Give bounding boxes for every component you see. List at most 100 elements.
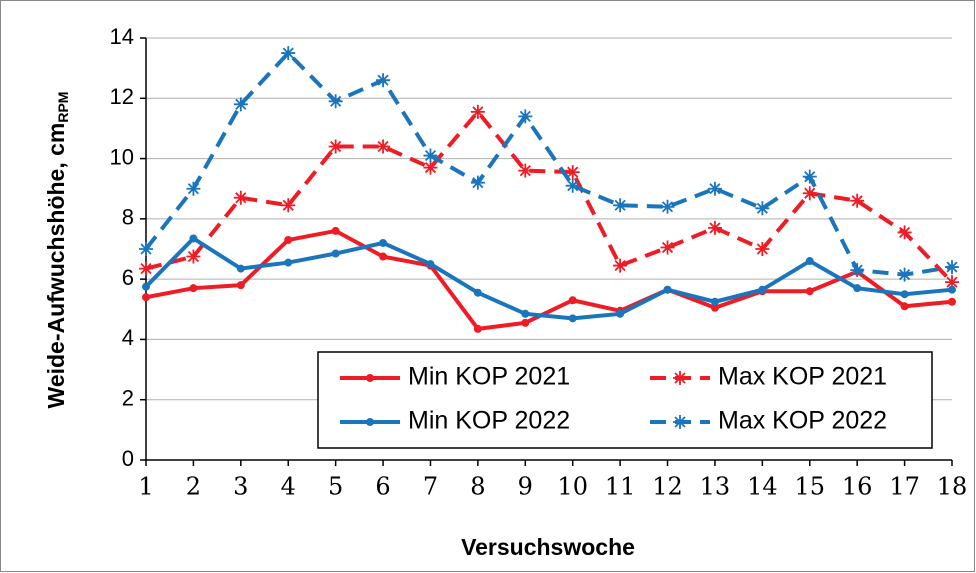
x-tick-label: 4 <box>281 473 296 501</box>
x-tick-label: 15 <box>794 473 825 501</box>
x-tick-label: 8 <box>470 473 485 501</box>
y-tick-label: 14 <box>110 24 134 49</box>
series-line <box>144 235 953 321</box>
marker <box>755 201 770 216</box>
marker <box>565 178 580 193</box>
legend-label: Min KOP 2021 <box>408 363 570 391</box>
marker <box>426 260 435 269</box>
marker <box>707 181 722 196</box>
legend-label: Min KOP 2022 <box>408 407 570 435</box>
marker <box>805 287 814 296</box>
marker <box>850 193 865 208</box>
marker <box>142 293 150 302</box>
marker <box>236 264 245 273</box>
x-tick-label: 5 <box>328 473 343 501</box>
marker <box>379 252 388 261</box>
marker <box>897 225 912 240</box>
y-axis-title-sub: RPM <box>55 92 71 123</box>
series-line <box>144 50 953 277</box>
marker <box>379 238 388 247</box>
legend-box <box>317 351 933 449</box>
marker <box>945 275 959 290</box>
x-tick-label: 16 <box>842 473 873 501</box>
marker <box>473 288 482 297</box>
marker <box>802 186 817 201</box>
marker <box>142 282 150 291</box>
marker <box>284 258 293 267</box>
marker <box>186 181 201 196</box>
marker <box>613 198 628 213</box>
marker <box>660 199 675 214</box>
x-tick-label: 3 <box>233 473 248 501</box>
marker <box>376 73 391 88</box>
x-tick-label: 7 <box>423 473 438 501</box>
marker <box>758 285 767 294</box>
marker <box>518 163 533 178</box>
marker <box>948 297 956 306</box>
marker <box>518 109 533 124</box>
y-axis-title: Weide-Aufwuchshöhe, cmRPM <box>43 92 71 409</box>
marker <box>802 169 817 184</box>
y-axis-title-main: Weide-Aufwuchshöhe, cm <box>43 123 69 409</box>
marker <box>663 285 672 294</box>
x-tick-label: 1 <box>138 473 153 501</box>
legend-label: Max KOP 2022 <box>718 407 887 435</box>
x-tick-label: 17 <box>889 473 920 501</box>
marker <box>470 175 485 190</box>
x-tick-label: 14 <box>747 473 778 501</box>
marker <box>281 198 296 213</box>
marker <box>139 261 153 276</box>
marker <box>673 371 687 385</box>
y-tick-label: 0 <box>122 446 134 471</box>
legend: Min KOP 2021 Max KOP 2021 Min KOP 2022 Max … <box>317 351 933 449</box>
series-line <box>145 108 954 284</box>
marker <box>186 249 201 264</box>
marker <box>233 190 248 205</box>
marker <box>710 303 719 312</box>
y-tick-label: 12 <box>110 84 134 109</box>
marker <box>568 296 577 305</box>
marker <box>660 240 675 255</box>
marker <box>189 234 198 243</box>
marker <box>139 242 153 256</box>
marker <box>707 220 722 235</box>
marker <box>328 139 343 154</box>
x-tick-label: 12 <box>652 473 683 501</box>
marker <box>366 418 374 426</box>
marker <box>281 46 296 61</box>
marker <box>331 249 340 258</box>
y-tick-label: 4 <box>122 325 134 350</box>
marker <box>366 374 374 382</box>
marker <box>945 260 959 275</box>
y-tick-label: 2 <box>122 386 134 411</box>
marker <box>236 281 245 290</box>
legend-label: Max KOP 2021 <box>718 363 887 391</box>
x-tick-label: 10 <box>557 473 588 501</box>
marker <box>189 284 198 293</box>
x-tick-label: 6 <box>375 473 390 501</box>
x-tick-label: 9 <box>518 473 533 501</box>
y-tick-label: 6 <box>122 265 134 290</box>
x-tick-label: 2 <box>186 473 201 501</box>
marker <box>616 309 625 318</box>
marker <box>423 160 438 175</box>
marker <box>755 242 770 256</box>
marker <box>613 258 628 273</box>
marker <box>328 94 343 109</box>
marker <box>568 314 577 323</box>
marker <box>376 139 391 154</box>
marker <box>423 148 438 163</box>
marker <box>805 257 814 266</box>
marker <box>853 284 862 293</box>
x-axis-title: Versuchswoche <box>461 534 635 560</box>
marker <box>521 309 530 318</box>
marker <box>900 302 909 311</box>
marker <box>948 285 956 294</box>
series-line <box>145 228 953 332</box>
x-tick-label: 11 <box>605 473 636 501</box>
marker <box>331 226 340 235</box>
x-tick-label: 13 <box>700 473 731 501</box>
marker <box>470 104 485 119</box>
